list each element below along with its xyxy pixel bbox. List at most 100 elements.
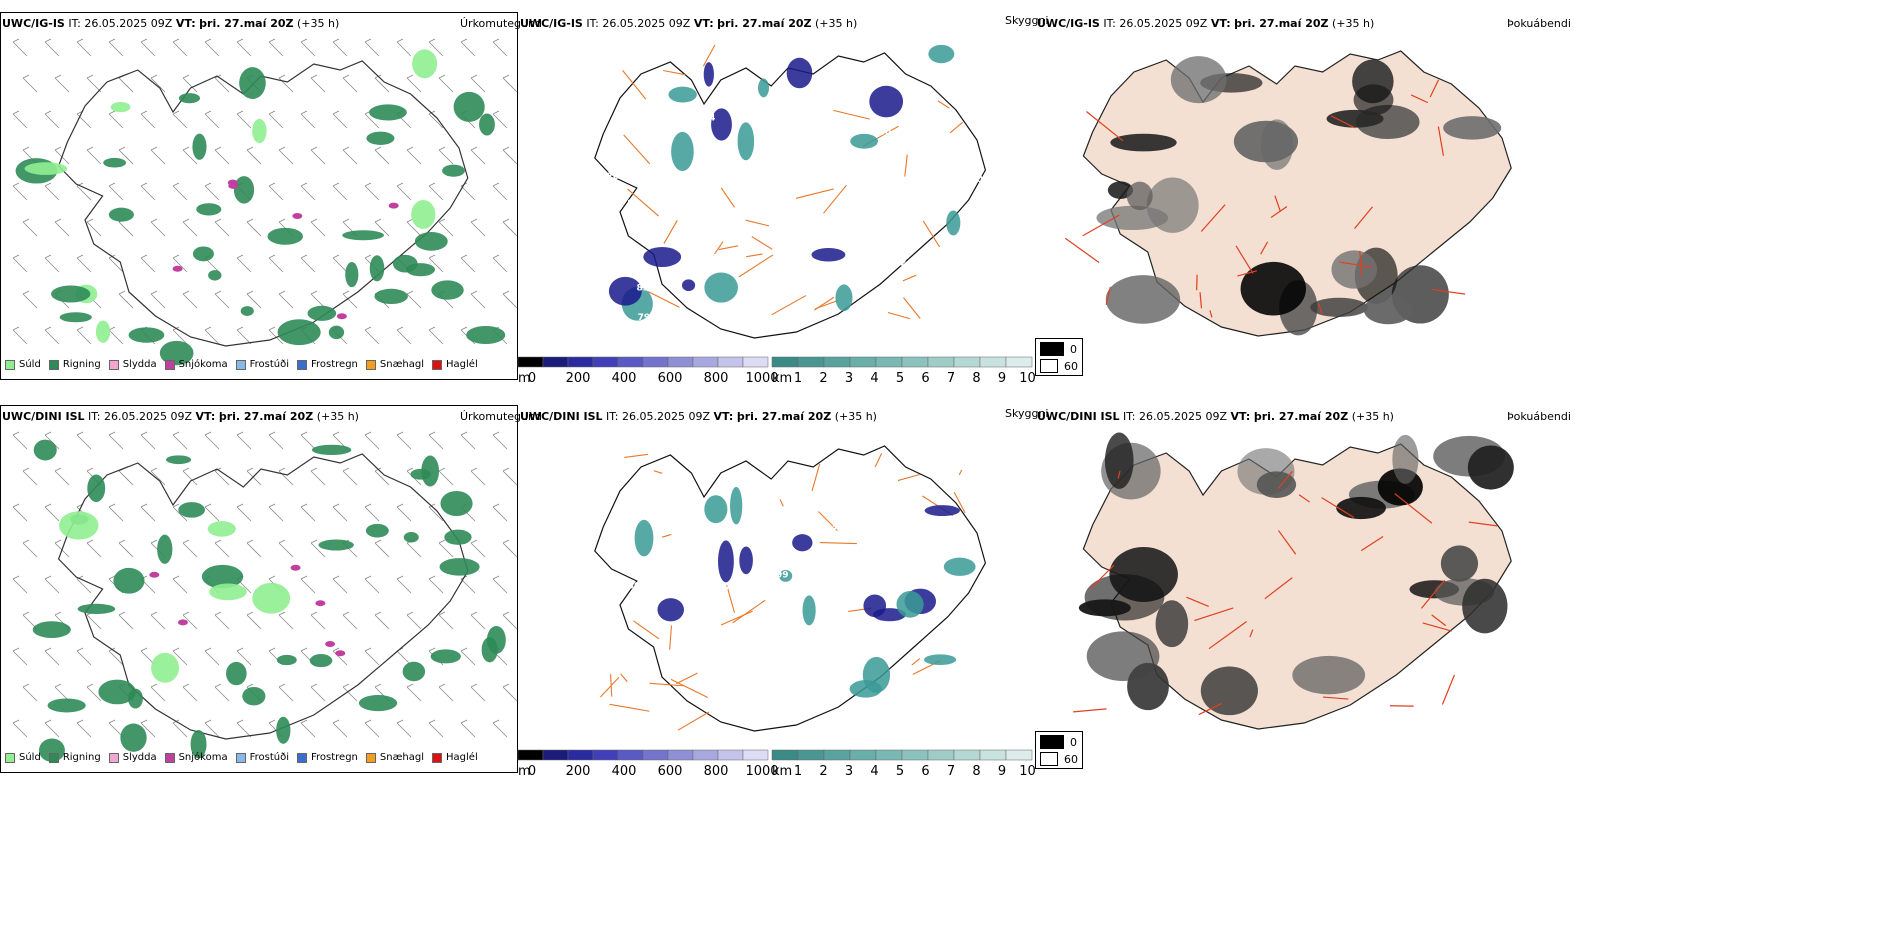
road-line	[713, 241, 724, 256]
height-tick: 0	[527, 371, 537, 386]
wind-barb	[236, 431, 252, 450]
road-line	[887, 311, 911, 320]
wind-barb	[140, 503, 156, 522]
cloud-area	[863, 594, 887, 618]
cloud-base-value: 49	[854, 258, 867, 268]
wind-barb	[182, 74, 198, 93]
cloud-base-value: 46	[773, 102, 786, 112]
height-tick: 600	[657, 764, 683, 779]
cloud-base-value: 54	[916, 567, 929, 577]
precip-area	[98, 679, 136, 705]
road-line	[1194, 607, 1234, 622]
wind-barb	[332, 575, 348, 594]
precip-legend: Súld Rigning Slydda Snjókoma Frostúði Frostre…	[5, 752, 478, 763]
legend-swatch	[365, 752, 376, 763]
fog-area	[1086, 631, 1160, 682]
fog-label: Þokuábendi	[1507, 410, 1571, 423]
legend-item: Súld	[5, 359, 41, 370]
lead-time: (+35 h)	[297, 17, 340, 30]
precip-map-frame	[0, 12, 518, 380]
wind-barb	[492, 719, 508, 738]
wind-barb	[342, 146, 358, 165]
cloud-area	[869, 85, 904, 118]
wind-barb	[300, 182, 316, 201]
cloud-area	[946, 210, 961, 236]
wind-barb	[214, 539, 230, 558]
wind-barb	[438, 74, 454, 93]
legend-swatch	[164, 359, 175, 370]
legend-label: Haglél	[446, 359, 478, 370]
road-line	[623, 134, 651, 165]
wind-barb	[502, 611, 518, 630]
lead-time: (+35 h)	[316, 410, 359, 423]
snow-area	[336, 313, 347, 320]
coastline	[594, 52, 987, 339]
wind-barb	[182, 467, 198, 486]
legend-item: Rigning	[48, 752, 101, 763]
wind-barb	[22, 467, 38, 486]
wind-barb	[150, 290, 166, 309]
fog-key-swatch	[1040, 752, 1058, 766]
cloud-base-value: 58	[681, 229, 694, 239]
wind-barb	[470, 290, 486, 309]
legend-label: Slydda	[122, 359, 157, 370]
precip-area	[403, 532, 419, 543]
visibility-tick: 4	[870, 371, 879, 386]
cloud-area	[657, 598, 684, 622]
wind-barb	[118, 74, 134, 93]
wind-barb	[54, 218, 70, 237]
precip-area	[430, 649, 461, 664]
wind-barb	[22, 683, 38, 702]
precip-map	[12, 38, 518, 366]
road-line	[1431, 288, 1466, 295]
wind-barb	[12, 182, 28, 201]
wind-barb	[406, 290, 422, 309]
precip-area	[47, 698, 86, 713]
wind-barb	[172, 110, 188, 129]
wind-barb	[438, 683, 454, 702]
init-time: IT: 26.05.2025 09Z	[88, 410, 193, 423]
wind-barb	[396, 431, 412, 450]
wind-barb	[22, 74, 38, 93]
road-line	[1317, 303, 1323, 314]
legend-swatch	[164, 752, 175, 763]
wind-barb	[364, 647, 380, 666]
visibility-tick: 1	[793, 764, 803, 779]
height-tick: 1000	[745, 371, 779, 386]
wind-barb	[236, 110, 252, 129]
wind-barb	[428, 719, 444, 738]
height-tick: 800	[703, 764, 729, 779]
cloud-area	[711, 108, 732, 141]
wind-barb	[12, 326, 28, 345]
panel-title: UWC/IG-IS IT: 26.05.2025 09Z VT: þri. 27…	[1037, 17, 1374, 30]
wind-barb	[76, 647, 92, 666]
cloud-base-value: 81	[627, 199, 640, 209]
wind-barb	[204, 38, 220, 57]
road-line	[815, 300, 838, 310]
road-line	[1260, 241, 1269, 255]
precip-area	[342, 230, 384, 241]
wind-barb	[214, 74, 230, 93]
wind-barb	[44, 110, 60, 129]
road-line	[746, 253, 763, 258]
cloud-area	[924, 505, 960, 517]
precip-area	[178, 502, 205, 518]
wind-barb	[470, 218, 486, 237]
wind-barb	[470, 146, 486, 165]
cloud-area	[737, 122, 755, 161]
wind-barb	[246, 611, 262, 630]
road-line	[653, 470, 663, 474]
snow-area	[335, 650, 346, 657]
cloud-base-value: 54	[769, 683, 782, 693]
precip-area	[24, 162, 68, 175]
precip-area	[201, 564, 244, 589]
visibility-tick: 9	[997, 764, 1007, 779]
road-line	[1200, 204, 1226, 232]
precip-area	[431, 280, 464, 300]
road-line	[1322, 696, 1349, 700]
wind-barb	[310, 290, 326, 309]
fog-map	[1073, 432, 1514, 730]
legend-swatch	[365, 359, 376, 370]
precip-area	[208, 270, 222, 281]
visibility-tick: 6	[921, 764, 930, 779]
